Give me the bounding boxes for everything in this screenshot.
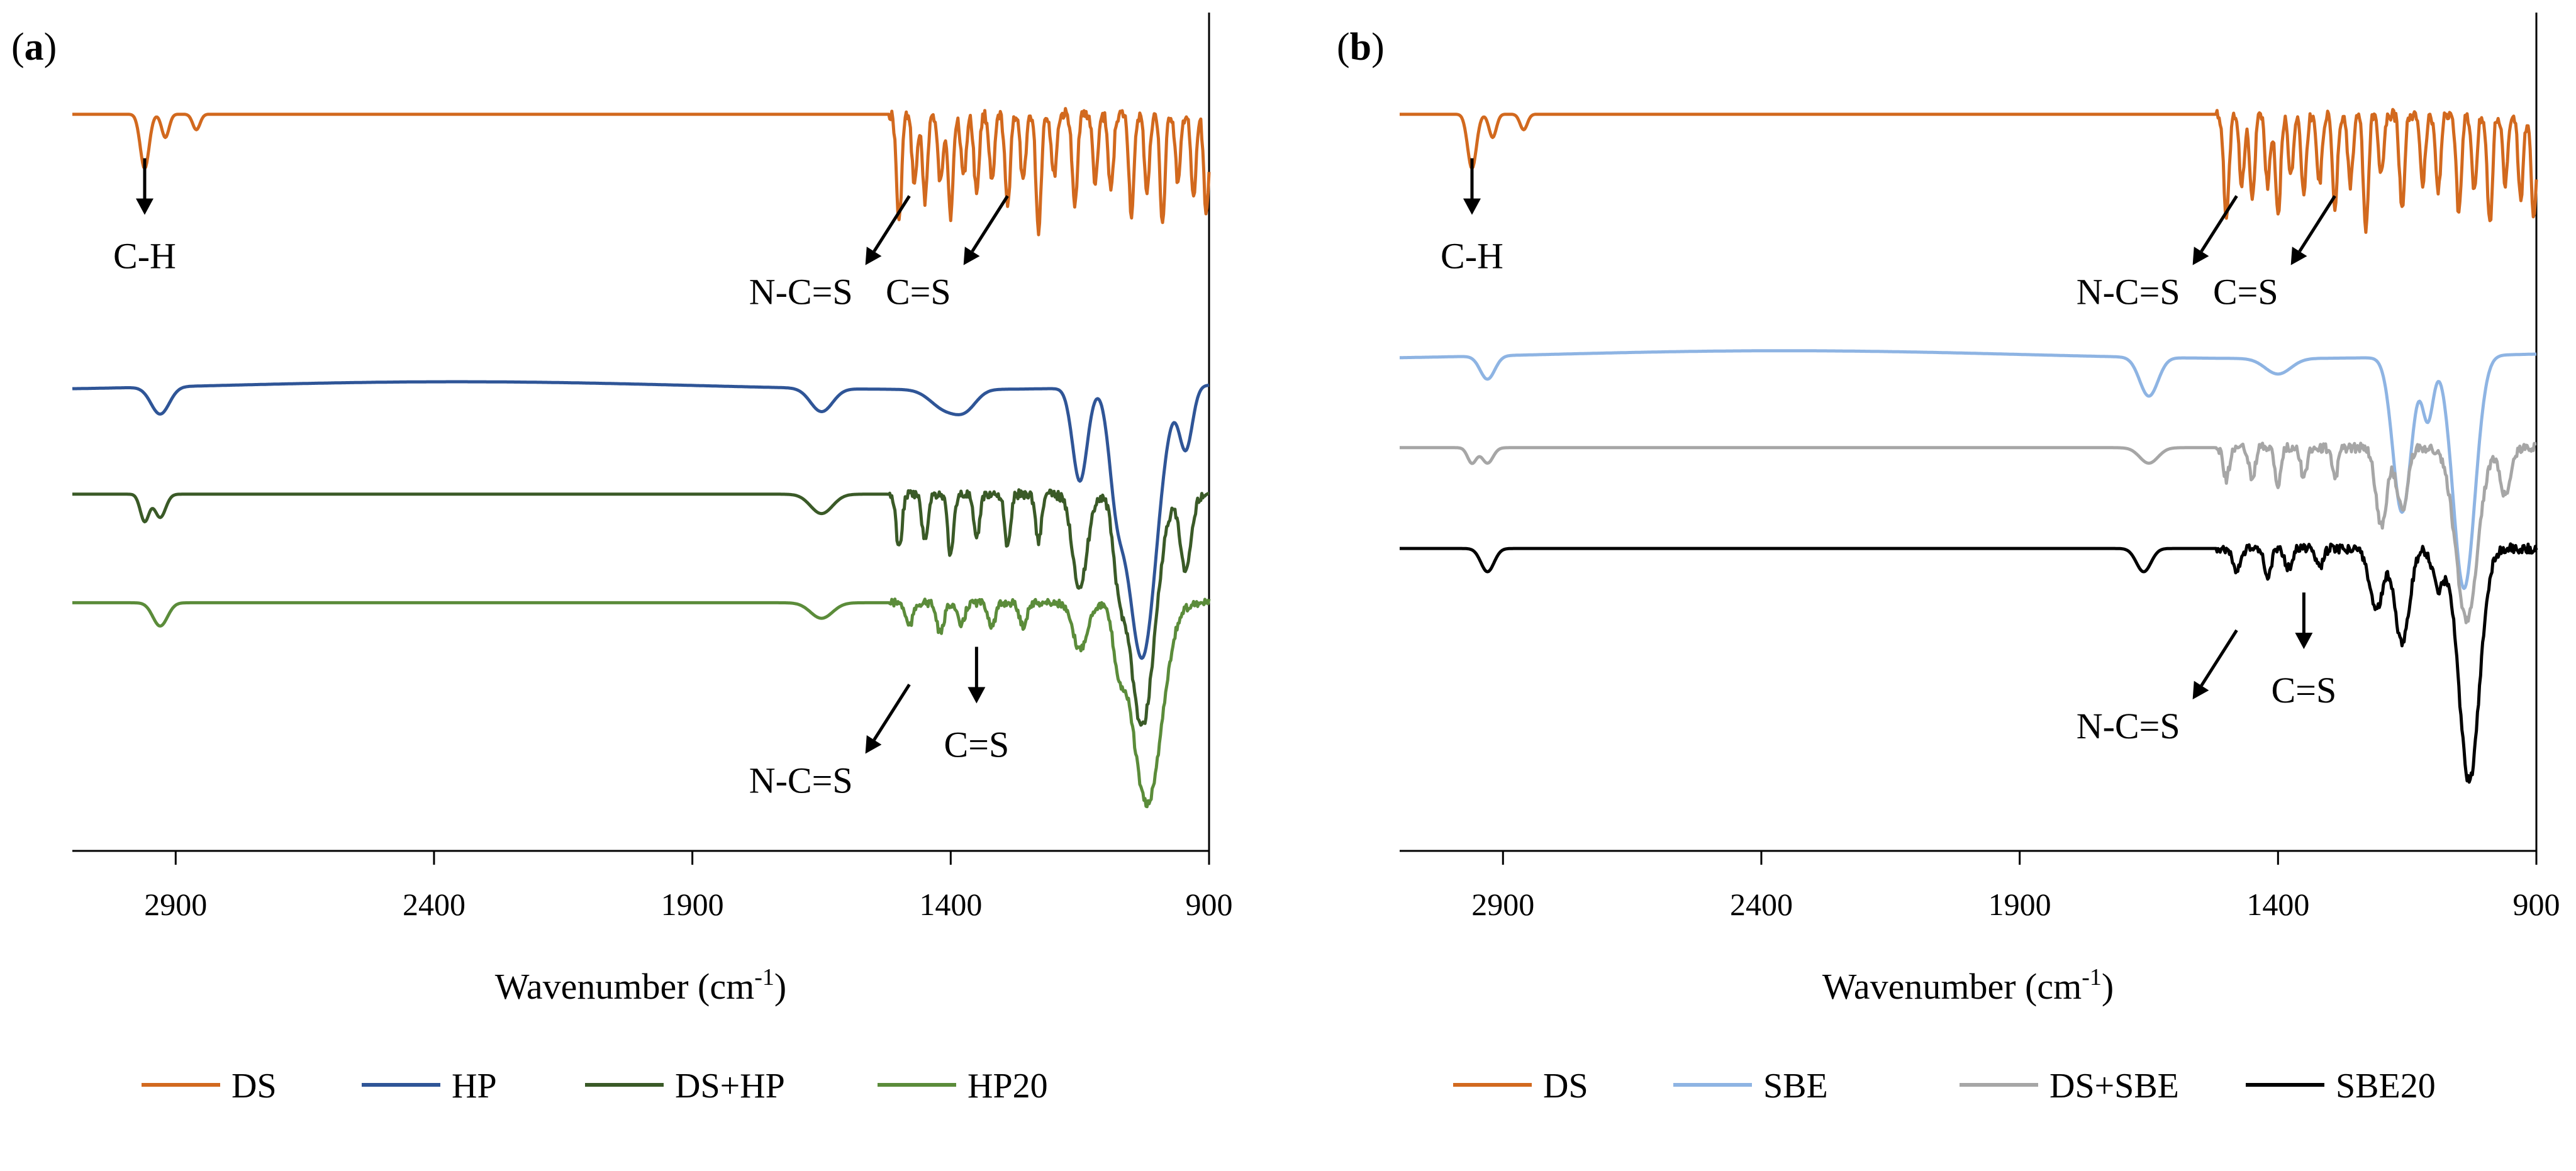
legend-label: SBE <box>1763 1067 1828 1106</box>
series-line-ds <box>1399 108 2538 234</box>
x-tick-label: 2900 <box>1471 887 1534 922</box>
annotation-label: N-C=S <box>749 272 853 313</box>
annotation-label: N-C=S <box>749 760 853 801</box>
arrow-diagonal-icon <box>2192 680 2209 700</box>
annotation-label: C=S <box>2213 272 2278 313</box>
legend-label: SBE20 <box>2336 1067 2436 1106</box>
arrow-down-icon <box>135 198 153 215</box>
annotation: C-H <box>113 158 176 277</box>
x-axis-title: Wavenumber (cm-1) <box>495 964 786 1007</box>
arrow-diagonal-icon <box>2192 247 2209 265</box>
series-line-ds-plus-hp <box>72 488 1210 727</box>
series-line-hp <box>72 380 1210 660</box>
annotation: C=S <box>2213 195 2336 313</box>
series-line-ds-plus-sbe <box>1399 441 2537 624</box>
series-line-sbe <box>1399 349 2537 591</box>
annotation: N-C=S <box>749 195 911 313</box>
x-tick-label: 900 <box>1186 887 1233 922</box>
arrow-diagonal-icon <box>865 247 882 265</box>
x-tick-label: 2400 <box>1730 887 1793 922</box>
legend-label: DS+HP <box>675 1067 785 1106</box>
arrow-diagonal-icon <box>865 735 882 754</box>
arrow-down-icon <box>967 687 986 704</box>
arrow-down-icon <box>1463 198 1481 215</box>
annotation-label: C=S <box>886 272 951 313</box>
annotation: C=S <box>2272 592 2337 711</box>
legend-label: DS+SBE <box>2049 1067 2179 1106</box>
x-tick-label: 1900 <box>1988 887 2051 922</box>
x-tick-label: 1900 <box>661 887 724 922</box>
annotation-label: C-H <box>1441 236 1503 277</box>
arrow-down-icon <box>2295 633 2313 650</box>
legend-label: HP <box>452 1067 497 1106</box>
x-axis-title: Wavenumber (cm-1) <box>1822 964 2114 1007</box>
series-line-ds <box>72 107 1211 236</box>
annotation-label: C=S <box>944 724 1010 765</box>
panel-label: (a) <box>11 26 57 69</box>
annotation-label: N-C=S <box>2077 706 2180 746</box>
arrow-diagonal-icon <box>963 247 980 265</box>
annotation: C=S <box>944 647 1010 765</box>
legend-label: DS <box>231 1067 277 1106</box>
annotation-label: C=S <box>2272 670 2337 711</box>
annotation: N-C=S <box>2077 629 2238 746</box>
x-tick-label: 900 <box>2513 887 2560 922</box>
legend-label: HP20 <box>967 1067 1048 1106</box>
annotation: C=S <box>886 195 1009 313</box>
panel-label: (b) <box>1337 26 1385 69</box>
annotation-label: N-C=S <box>2077 272 2180 313</box>
panel-a: (a) 2900 2400 1900 1400 900 Wavenumber (cm-1) C… <box>11 13 1233 1106</box>
annotation: C-H <box>1441 158 1503 277</box>
x-tick-label: 1400 <box>2246 887 2309 922</box>
annotation: N-C=S <box>749 684 911 801</box>
annotation: N-C=S <box>2077 195 2238 313</box>
legend-label: DS <box>1543 1067 1588 1106</box>
panel-b: (b) 2900 2400 1900 1400 900 Wavenumber (cm-1) C… <box>1337 13 2560 1106</box>
series-line-sbe20 <box>1399 542 2538 784</box>
x-tick-label: 2900 <box>144 887 207 922</box>
x-tick-label: 2400 <box>403 887 466 922</box>
annotation-label: C-H <box>113 236 176 277</box>
x-tick-label: 1400 <box>919 887 982 922</box>
arrow-diagonal-icon <box>2290 247 2307 265</box>
series-line-hp20 <box>72 597 1211 809</box>
